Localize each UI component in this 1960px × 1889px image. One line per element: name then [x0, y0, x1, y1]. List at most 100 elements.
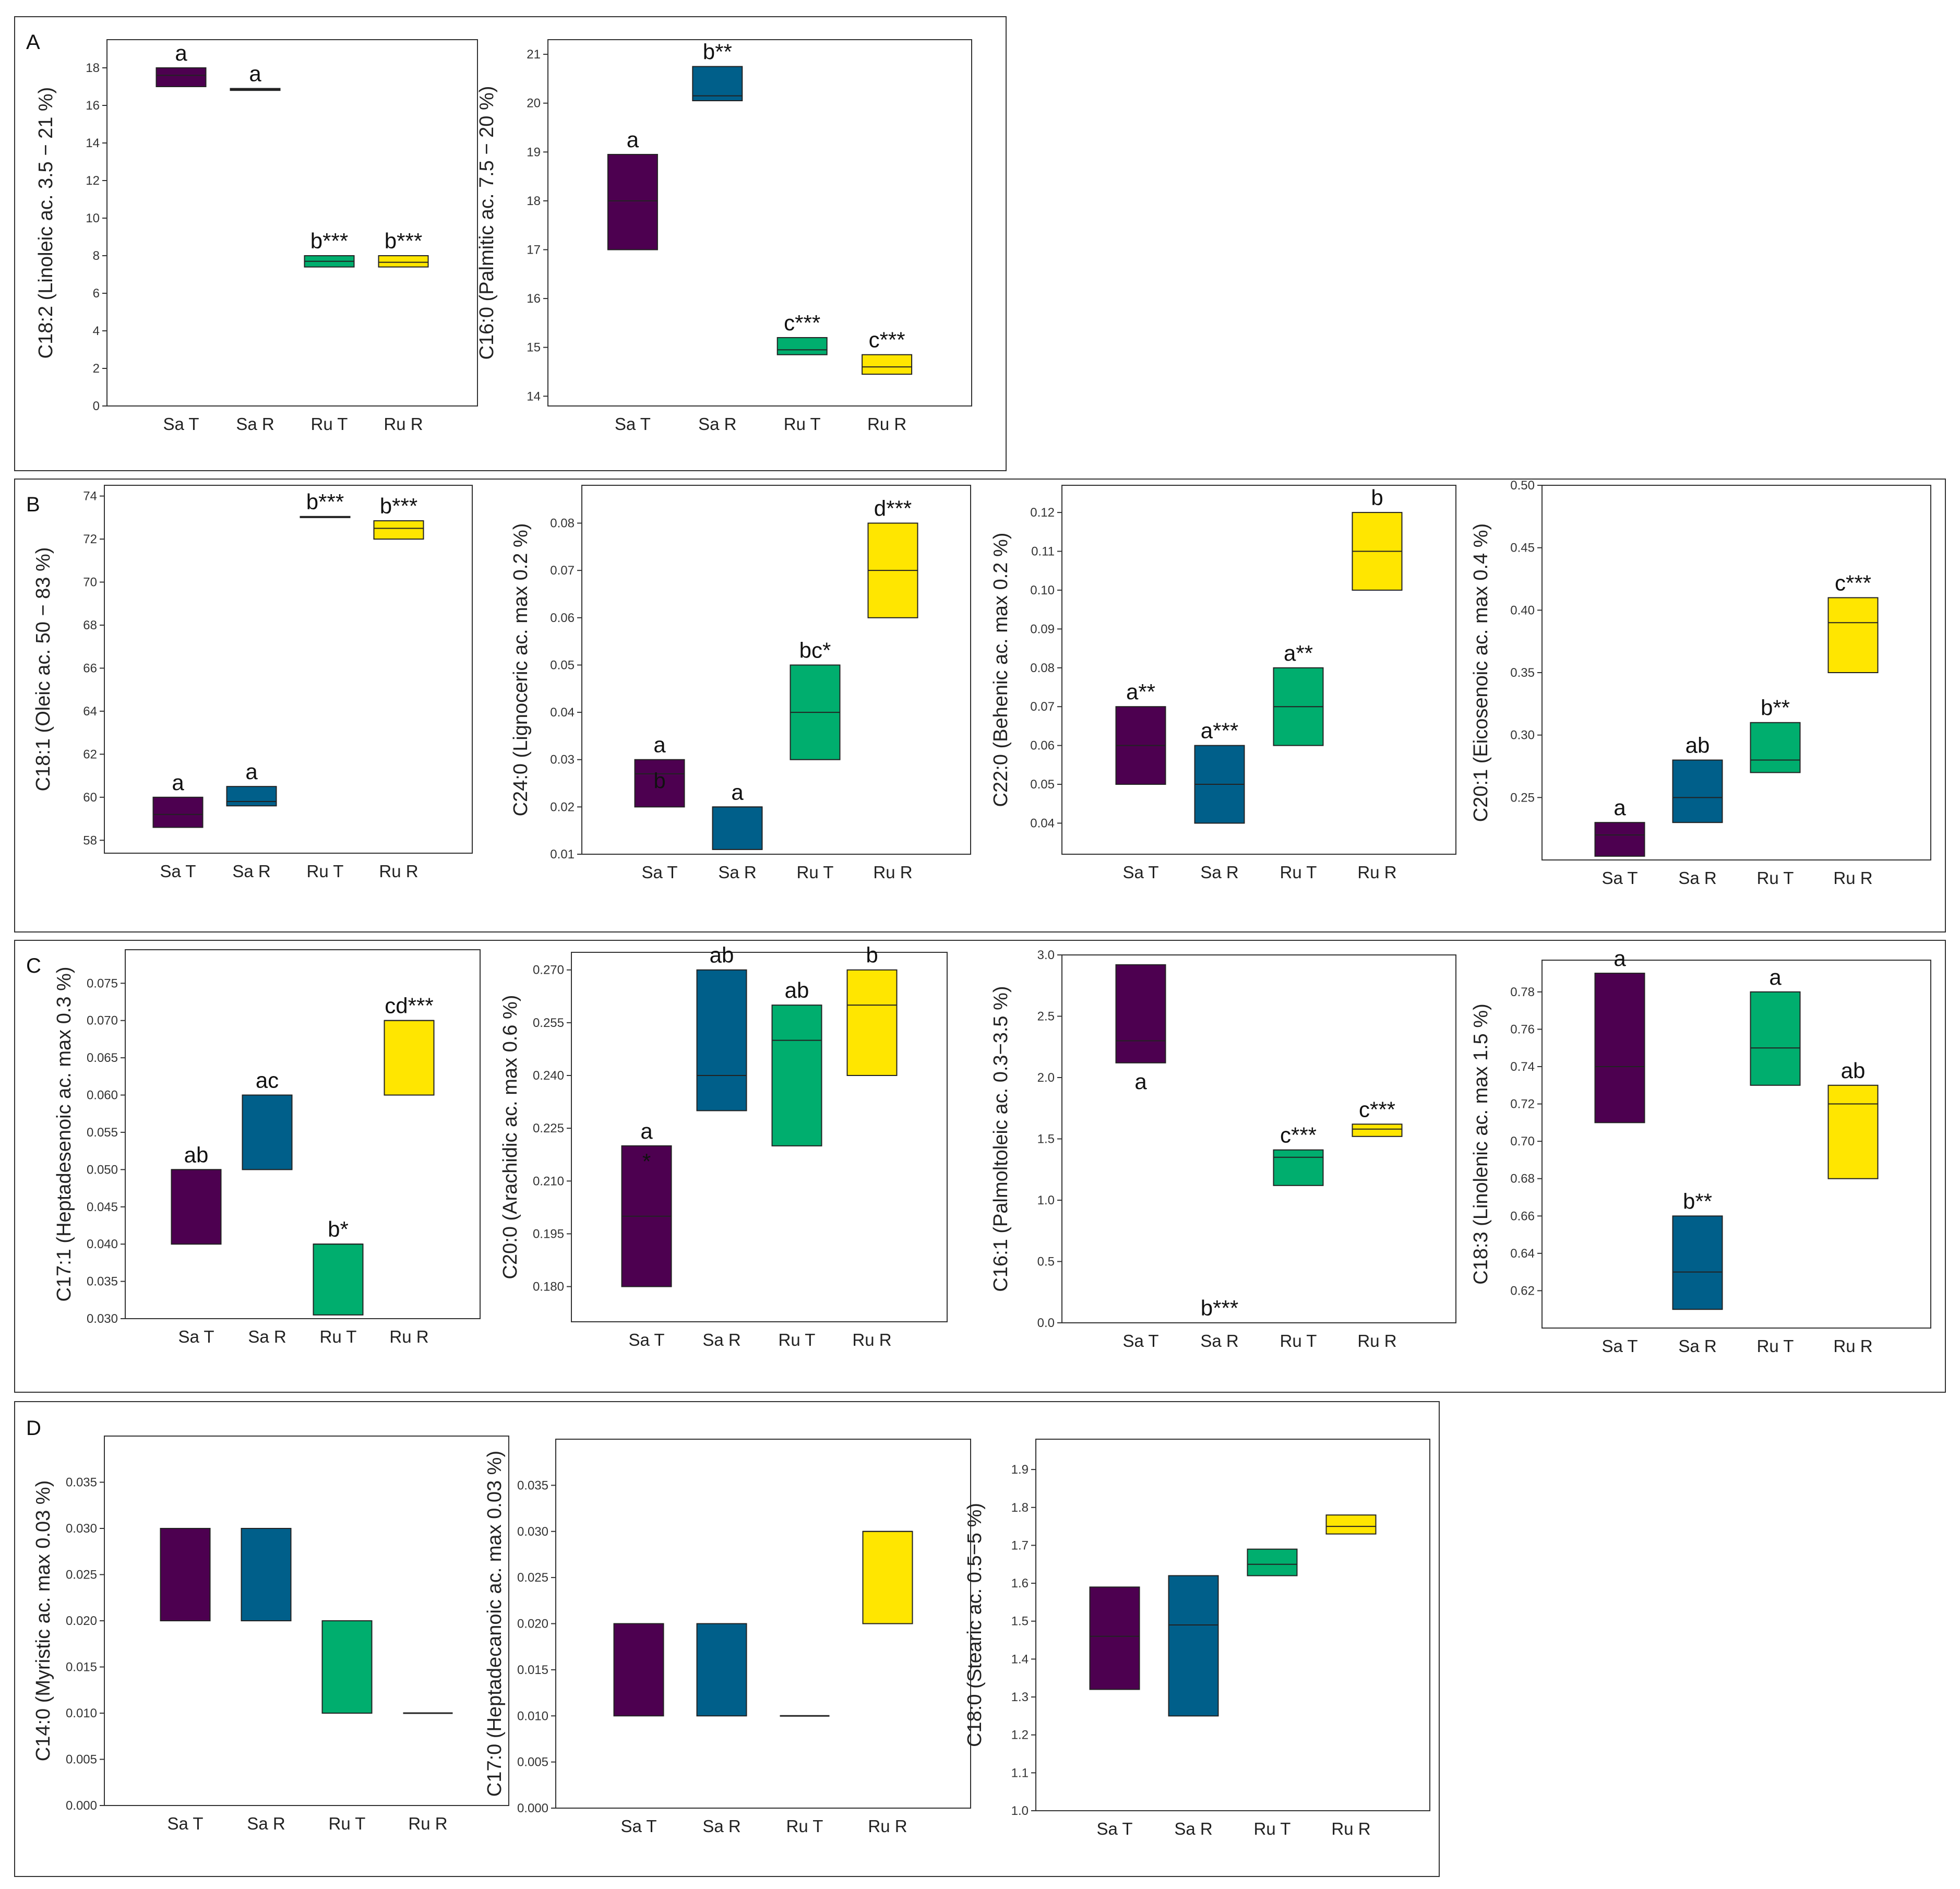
y-tick-label: 0.020 — [66, 1614, 97, 1628]
y-tick-label: 0.060 — [87, 1089, 118, 1103]
category-label: Ru T — [779, 1330, 816, 1349]
y-tick-label: 16 — [86, 99, 100, 113]
y-tick-label: 1.1 — [1011, 1766, 1029, 1780]
box-sa-r — [692, 66, 743, 101]
y-tick-label: 60 — [83, 791, 97, 805]
category-label: Ru T — [797, 863, 834, 882]
category-label: Sa T — [1096, 1819, 1132, 1838]
box-sa-t — [1089, 1586, 1140, 1690]
y-tick-label: 0.030 — [66, 1522, 97, 1536]
y-tick-label: 0.025 — [66, 1568, 97, 1582]
significance-label: c*** — [869, 328, 905, 352]
y-tick-label: 0.015 — [66, 1660, 97, 1675]
y-tick-label: 0.07 — [1030, 700, 1055, 714]
category-label: Sa R — [702, 1330, 740, 1349]
category-label: Sa R — [232, 862, 270, 881]
y-tick-label: 18 — [527, 194, 541, 208]
y-tick-label: 0.45 — [1510, 541, 1535, 555]
category-label: Ru R — [408, 1814, 447, 1833]
y-tick-label: 0.045 — [87, 1200, 118, 1214]
y-tick-label: 20 — [527, 97, 541, 111]
y-tick-label: 15 — [527, 341, 541, 355]
y-tick-label: 0.66 — [1510, 1209, 1535, 1223]
y-tick-label: 1.5 — [1011, 1615, 1029, 1629]
category-label: Sa T — [1122, 863, 1158, 882]
category-label: Ru T — [307, 862, 344, 881]
box-sa-r — [241, 1528, 292, 1621]
y-tick-label: 0.05 — [1030, 778, 1055, 792]
y-tick-label: 0.62 — [1510, 1284, 1535, 1298]
significance-label: a — [731, 780, 744, 804]
y-tick-label: 1.3 — [1011, 1690, 1029, 1704]
y-tick-label: 1.6 — [1011, 1576, 1029, 1591]
y-tick-label: 0.000 — [517, 1801, 548, 1815]
y-tick-label: 74 — [83, 489, 97, 504]
box-ru-r — [1352, 1123, 1403, 1137]
box-ru-t — [1247, 1548, 1298, 1576]
category-label: Sa T — [167, 1814, 203, 1833]
significance-label: b — [1371, 485, 1383, 510]
y-tick-label: 8 — [93, 249, 100, 263]
y-tick-label: 12 — [86, 174, 100, 188]
y-tick-label: 0.055 — [87, 1126, 118, 1140]
category-label: Sa R — [248, 1327, 286, 1346]
boxplot-chart: 14 15 16 17 18 19 20 21 C16:0 (Palmitic ac. 7.5 … — [476, 39, 972, 434]
y-tick-label: 0.07 — [550, 564, 575, 578]
significance-label: ab — [710, 943, 734, 967]
category-label: Ru R — [852, 1330, 891, 1349]
y-tick-label: 2.5 — [1037, 1010, 1055, 1024]
panel-group-C: C 0.030 0.035 0.040 0.045 0.050 0.055 0.060 0.06… — [14, 940, 1946, 1393]
significance-label: a — [245, 759, 258, 784]
category-label: Ru T — [1280, 863, 1317, 882]
y-tick-label: 0.12 — [1030, 506, 1055, 520]
y-axis-label: C18:2 (Linoleic ac. 3.5 − 21 %) — [35, 87, 57, 359]
category-label: Ru R — [1357, 1331, 1396, 1350]
panel-group-frame — [14, 16, 1007, 471]
y-tick-label: 0.180 — [533, 1280, 564, 1294]
y-tick-label: 1.8 — [1011, 1501, 1029, 1515]
category-label: Ru R — [1833, 1336, 1872, 1356]
y-axis-label: C17:0 (Heptadecanoic ac. max 0.03 %) — [484, 1451, 506, 1797]
panel-letter: C — [26, 954, 41, 977]
panel-group-frame — [14, 1401, 1440, 1877]
y-tick-label: 3.0 — [1037, 948, 1055, 962]
y-tick-label: 0.030 — [517, 1525, 548, 1539]
box-sa-r — [1672, 759, 1723, 823]
box-ru-r — [1827, 1084, 1879, 1179]
box-sa-r — [712, 806, 763, 850]
category-label: Sa R — [1200, 1331, 1238, 1350]
box-ru-r — [862, 1531, 913, 1624]
significance-label: b*** — [385, 229, 422, 253]
category-label: Ru T — [1280, 1331, 1317, 1350]
y-tick-label: 0.11 — [1031, 545, 1055, 559]
y-tick-label: 0.04 — [1030, 816, 1055, 830]
y-tick-label: 0.50 — [1510, 479, 1535, 493]
significance-label: d*** — [874, 496, 912, 521]
box-ru-r — [1827, 597, 1879, 674]
y-tick-label: 0.030 — [87, 1312, 118, 1326]
box-sa-r — [1168, 1575, 1219, 1717]
plot-frame — [581, 485, 971, 855]
y-tick-label: 0.04 — [550, 706, 575, 720]
y-tick-label: 0.35 — [1510, 666, 1535, 680]
y-tick-label: 1.0 — [1011, 1804, 1029, 1818]
box-sa-t — [156, 67, 207, 87]
plot-frame — [1541, 960, 1931, 1329]
y-tick-label: 0.010 — [66, 1706, 97, 1720]
y-tick-label: 14 — [86, 136, 100, 150]
y-tick-label: 0.255 — [533, 1016, 564, 1030]
significance-label: b*** — [1201, 1296, 1238, 1320]
y-tick-label: 6 — [93, 286, 100, 301]
y-tick-label: 0.070 — [87, 1014, 118, 1028]
box-sa-t — [613, 1623, 664, 1717]
significance-label: c*** — [1359, 1097, 1395, 1121]
category-label: Ru R — [873, 863, 912, 882]
box-sa-t — [171, 1169, 222, 1245]
y-tick-label: 18 — [86, 61, 100, 75]
y-tick-label: 0.78 — [1510, 985, 1535, 999]
panel-group-B: B 58 60 62 64 66 68 70 72 74 C18:1 (Oleic ac. 50 −… — [14, 479, 1946, 932]
y-tick-label: 4 — [93, 324, 100, 338]
y-tick-label: 0.210 — [533, 1174, 564, 1188]
y-tick-label: 0.76 — [1510, 1022, 1535, 1036]
